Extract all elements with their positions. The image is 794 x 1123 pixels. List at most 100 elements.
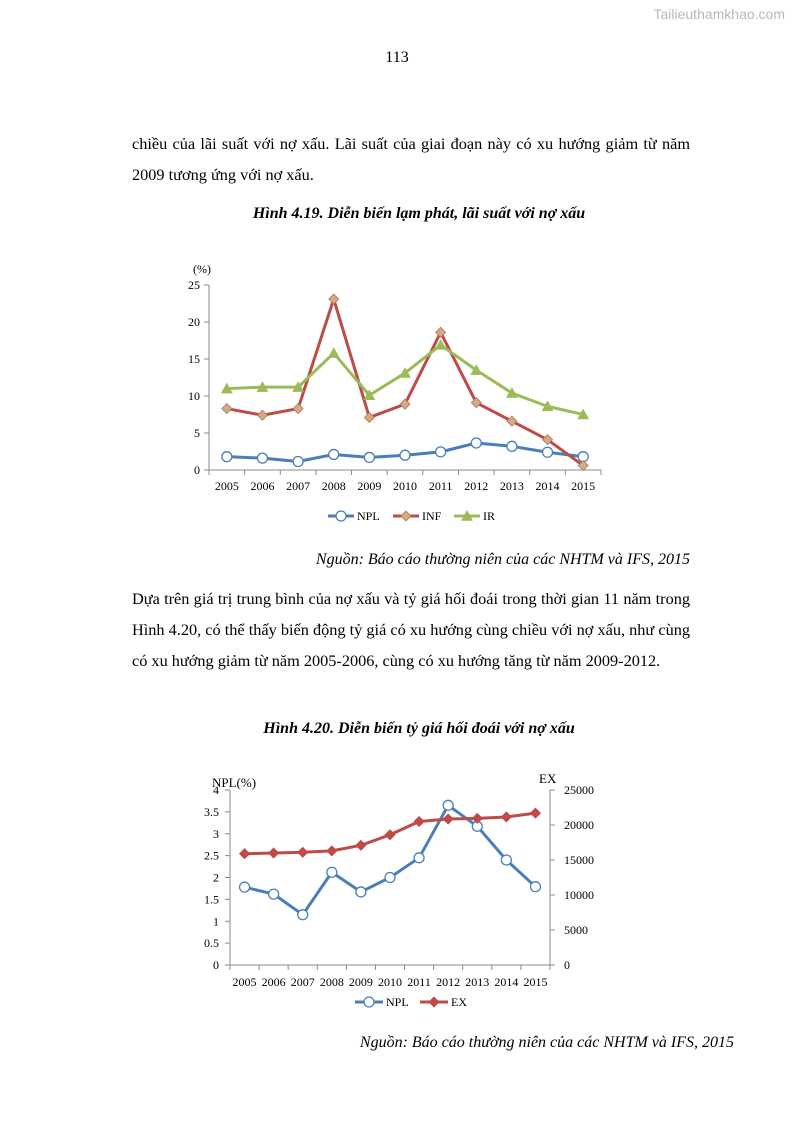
npl-point xyxy=(500,854,513,866)
npl-point xyxy=(238,881,251,893)
legend-npl-marker xyxy=(363,996,375,1008)
npl-point xyxy=(413,852,425,864)
y-tick-label: 3 xyxy=(213,827,219,841)
legend-inf-marker xyxy=(400,510,412,522)
y-tick-label: 0 xyxy=(194,463,200,477)
figure-1-source: Nguồn: Báo cáo thường niên của các NHTM … xyxy=(315,551,690,568)
x-tick-label: 2013 xyxy=(500,479,524,493)
legend-npl-label: NPL xyxy=(386,995,409,1009)
npl-point xyxy=(363,451,376,464)
y-tick-label: 3.5 xyxy=(204,805,219,819)
ex-point xyxy=(413,815,425,828)
figure-2-title: Hình 4.20. Diễn biến tỷ giá hối đoái với… xyxy=(263,720,575,737)
ex-point xyxy=(238,848,251,860)
y2-tick-label: 20000 xyxy=(564,818,594,832)
ex-point xyxy=(326,845,338,857)
y-tick-label: 25 xyxy=(188,278,200,292)
legend-ir-label: IR xyxy=(483,509,495,523)
npl-point xyxy=(434,446,447,458)
npl-point xyxy=(442,799,454,811)
paragraph-2: Dựa trên giá trị trung bình của nợ xấu v… xyxy=(132,589,690,670)
x-tick-label: 2009 xyxy=(357,479,381,493)
inf-point xyxy=(577,459,589,472)
ir-point xyxy=(434,338,447,350)
inf-point xyxy=(399,398,411,410)
ir-point xyxy=(327,347,340,358)
y-tick-label: 2.5 xyxy=(204,849,219,863)
y-axis-label: NPL(%) xyxy=(212,775,256,790)
ir-point xyxy=(363,389,376,401)
npl-point xyxy=(470,437,482,449)
ir-point xyxy=(577,408,590,420)
x-tick-label: 2012 xyxy=(436,975,460,989)
y-tick-label: 4 xyxy=(213,783,219,797)
x-tick-label: 2008 xyxy=(320,975,344,989)
ir-point xyxy=(505,387,518,398)
legend-inf-label: INF xyxy=(422,509,442,523)
x-tick-label: 2014 xyxy=(494,975,518,989)
page-number: 113 xyxy=(385,49,409,66)
inf-point xyxy=(435,326,447,338)
y-tick-label: 5 xyxy=(194,426,200,440)
legend-ex-marker xyxy=(428,996,440,1008)
y2-tick-label: 0 xyxy=(564,958,570,972)
npl-point xyxy=(506,440,518,452)
ex-point xyxy=(442,813,454,825)
legend-ex-label: EX xyxy=(451,995,467,1009)
x-tick-label: 2015 xyxy=(523,975,547,989)
x-tick-label: 2007 xyxy=(286,479,310,493)
ir-point xyxy=(541,400,554,412)
y-tick-label: 2 xyxy=(213,871,219,885)
y-tick-label: 0.5 xyxy=(204,936,219,950)
ex-point xyxy=(384,829,396,841)
ex-point xyxy=(529,807,542,819)
y2-tick-label: 15000 xyxy=(564,853,594,867)
inf-point xyxy=(292,403,304,415)
legend-npl-marker xyxy=(335,510,347,522)
paragraph-1: chiều của lãi suất với nợ xấu. Lãi suất … xyxy=(132,134,690,184)
legend-npl-label: NPL xyxy=(357,509,380,523)
inf-point xyxy=(363,411,375,424)
x-tick-label: 2012 xyxy=(464,479,488,493)
y-tick-label: 0 xyxy=(213,958,219,972)
y2-tick-label: 25000 xyxy=(564,783,594,797)
x-tick-label: 2007 xyxy=(291,975,315,989)
ir-point xyxy=(292,381,305,392)
x-tick-label: 2006 xyxy=(262,975,286,989)
x-tick-label: 2011 xyxy=(429,479,453,493)
x-tick-label: 2005 xyxy=(233,975,257,989)
y2-axis-label: EX xyxy=(539,771,557,786)
x-tick-label: 2014 xyxy=(536,479,560,493)
legend-ir-marker xyxy=(461,509,473,521)
npl-point xyxy=(297,909,309,921)
figure-2-source: Nguồn: Báo cáo thường niên của các NHTM … xyxy=(359,1034,734,1051)
npl-point xyxy=(399,449,411,461)
ex-point xyxy=(355,839,367,851)
y-axis-label: (%) xyxy=(193,262,211,276)
ex-point xyxy=(297,846,309,858)
y-tick-label: 1 xyxy=(213,914,219,928)
y-tick-label: 20 xyxy=(188,315,200,329)
ex-point xyxy=(471,812,483,824)
x-tick-label: 2011 xyxy=(407,975,431,989)
figure-1-title: Hình 4.19. Diễn biến lạm phát, lãi suất … xyxy=(252,205,586,222)
x-tick-label: 2006 xyxy=(250,479,274,493)
npl-point xyxy=(292,455,304,468)
npl-point xyxy=(326,866,338,878)
npl-point xyxy=(267,888,280,900)
ex-point xyxy=(500,811,512,823)
y2-tick-label: 10000 xyxy=(564,888,594,902)
y-tick-label: 10 xyxy=(188,389,200,403)
inf-point xyxy=(506,415,518,427)
x-tick-label: 2013 xyxy=(465,975,489,989)
ir-point xyxy=(256,381,269,392)
ir-point xyxy=(399,367,411,378)
npl-point xyxy=(541,446,554,458)
x-tick-label: 2005 xyxy=(215,479,239,493)
inf-point xyxy=(256,409,269,421)
x-tick-label: 2008 xyxy=(322,479,346,493)
npl-point xyxy=(221,451,233,463)
inf-point xyxy=(470,397,482,409)
npl-point xyxy=(384,871,396,884)
